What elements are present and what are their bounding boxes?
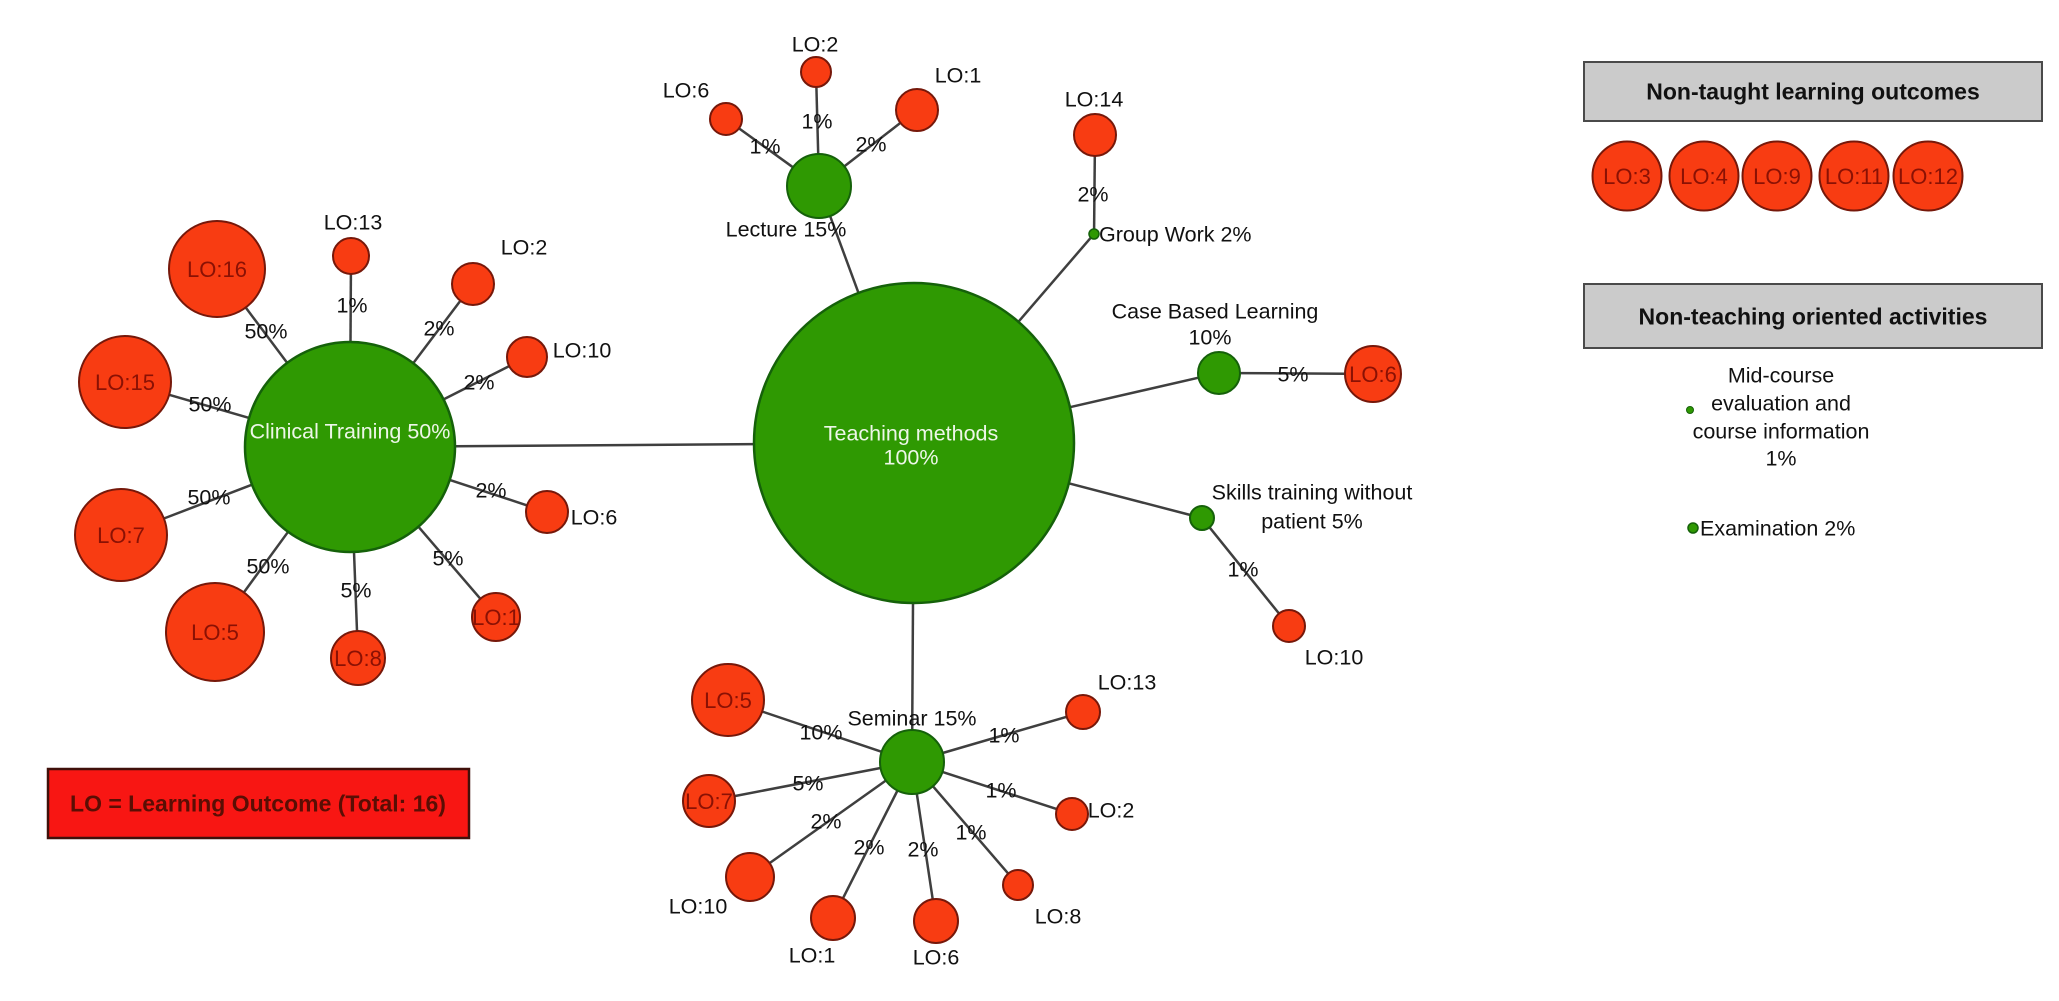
svg-text:LO:6: LO:6 [913, 946, 960, 970]
svg-text:50%: 50% [244, 320, 287, 344]
svg-text:5%: 5% [432, 547, 463, 571]
svg-text:2%: 2% [907, 838, 938, 862]
svg-text:LO:10: LO:10 [669, 895, 728, 919]
svg-text:Mid-course: Mid-course [1728, 364, 1834, 388]
svg-text:Examination 2%: Examination 2% [1700, 517, 1855, 541]
svg-text:1%: 1% [1227, 558, 1258, 582]
svg-text:100%: 100% [884, 446, 939, 470]
svg-text:LO:13: LO:13 [1098, 671, 1157, 695]
svg-text:1%: 1% [749, 135, 780, 159]
svg-text:LO:1: LO:1 [789, 944, 836, 968]
svg-text:1%: 1% [985, 779, 1016, 803]
svg-text:LO:2: LO:2 [501, 236, 548, 260]
svg-text:LO:14: LO:14 [1065, 88, 1124, 112]
svg-text:50%: 50% [187, 486, 230, 510]
svg-text:LO:3: LO:3 [1603, 164, 1651, 189]
svg-text:LO:7: LO:7 [97, 523, 145, 548]
svg-text:LO:6: LO:6 [1349, 362, 1397, 387]
svg-text:Non-teaching oriented activiti: Non-teaching oriented activities [1639, 303, 1988, 329]
svg-text:LO:7: LO:7 [685, 789, 733, 814]
svg-text:1%: 1% [955, 821, 986, 845]
svg-text:Skills training without: Skills training without [1212, 481, 1413, 505]
svg-text:1%: 1% [801, 110, 832, 134]
svg-text:LO:13: LO:13 [324, 211, 383, 235]
svg-text:LO:12: LO:12 [1898, 164, 1958, 189]
svg-text:Non-taught learning outcomes: Non-taught learning outcomes [1646, 78, 1980, 104]
svg-text:1%: 1% [336, 294, 367, 318]
svg-text:course information: course information [1693, 420, 1870, 444]
svg-text:2%: 2% [853, 836, 884, 860]
svg-text:LO:16: LO:16 [187, 257, 247, 282]
svg-text:LO:5: LO:5 [191, 620, 239, 645]
svg-text:LO:15: LO:15 [95, 370, 155, 395]
svg-text:LO:1: LO:1 [935, 64, 982, 88]
svg-text:50%: 50% [188, 393, 231, 417]
svg-text:10%: 10% [1188, 326, 1231, 350]
svg-text:Case Based Learning: Case Based Learning [1112, 300, 1319, 324]
svg-text:LO:6: LO:6 [663, 79, 710, 103]
svg-text:50%: 50% [246, 555, 289, 579]
svg-text:1%: 1% [1765, 447, 1796, 471]
svg-text:5%: 5% [792, 772, 823, 796]
svg-text:LO:8: LO:8 [334, 646, 382, 671]
svg-text:2%: 2% [855, 133, 886, 157]
svg-text:LO:9: LO:9 [1753, 164, 1801, 189]
svg-text:LO = Learning Outcome (Total:: LO = Learning Outcome (Total: 16) [70, 790, 446, 816]
svg-text:1%: 1% [988, 724, 1019, 748]
svg-text:LO:6: LO:6 [571, 506, 618, 530]
svg-text:2%: 2% [475, 479, 506, 503]
svg-text:10%: 10% [799, 721, 842, 745]
svg-text:LO:5: LO:5 [704, 688, 752, 713]
svg-text:2%: 2% [463, 371, 494, 395]
svg-text:LO:4: LO:4 [1680, 164, 1728, 189]
svg-text:Clinical Training 50%: Clinical Training 50% [250, 420, 451, 444]
svg-text:2%: 2% [423, 317, 454, 341]
svg-text:LO:8: LO:8 [1035, 905, 1082, 929]
svg-text:Seminar 15%: Seminar 15% [847, 707, 976, 731]
svg-text:LO:11: LO:11 [1825, 164, 1883, 189]
svg-text:LO:2: LO:2 [1088, 799, 1135, 823]
svg-text:5%: 5% [1277, 363, 1308, 387]
svg-text:evaluation and: evaluation and [1711, 392, 1851, 416]
svg-text:2%: 2% [810, 810, 841, 834]
svg-text:LO:10: LO:10 [1305, 646, 1364, 670]
svg-text:LO:2: LO:2 [792, 33, 839, 57]
svg-text:Group Work 2%: Group Work 2% [1099, 223, 1252, 247]
svg-text:Lecture 15%: Lecture 15% [726, 218, 847, 242]
svg-text:Teaching methods: Teaching methods [824, 422, 999, 446]
svg-text:5%: 5% [340, 579, 371, 603]
svg-text:LO:10: LO:10 [553, 339, 612, 363]
svg-text:LO:1: LO:1 [472, 605, 520, 630]
svg-text:patient 5%: patient 5% [1261, 510, 1363, 534]
svg-text:2%: 2% [1077, 183, 1108, 207]
